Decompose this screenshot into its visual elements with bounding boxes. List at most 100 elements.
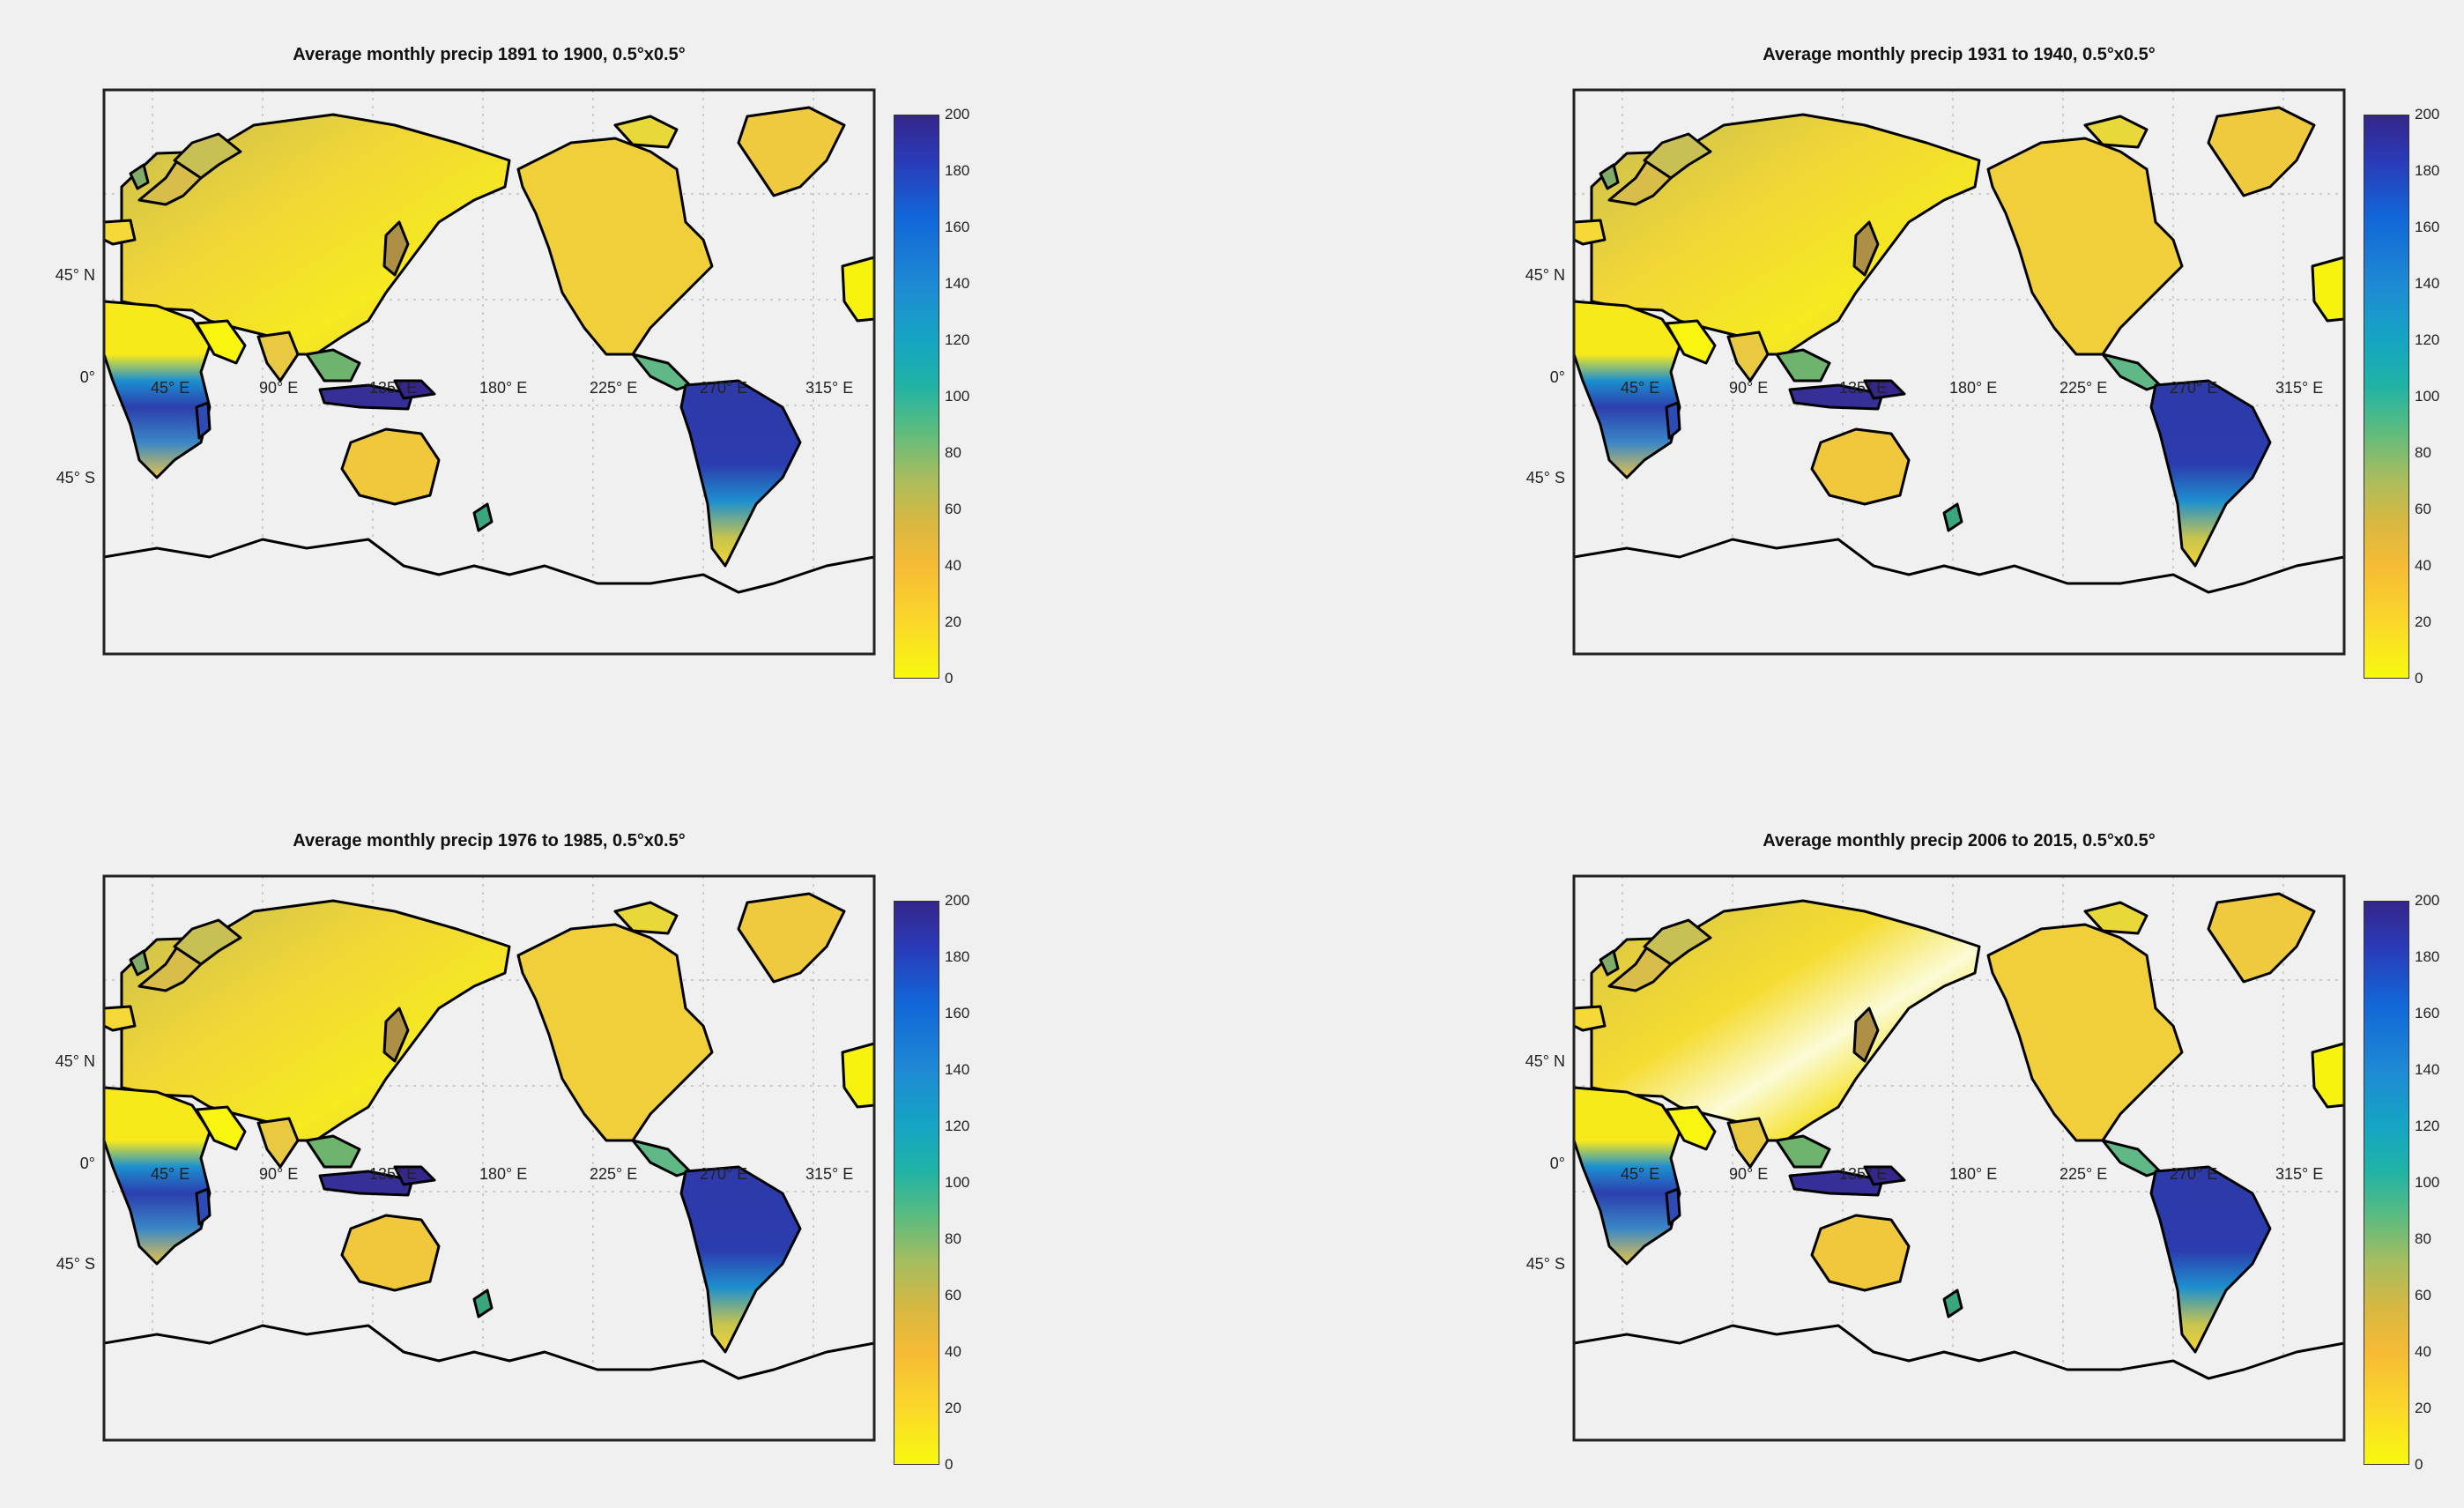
latitude-label: 45° N (55, 266, 95, 284)
landmass-centralam (631, 1139, 692, 1177)
landmass-arabia (195, 319, 247, 365)
longitude-label: 180° E (1949, 379, 1998, 397)
landmass-australia (340, 427, 441, 506)
colorbar-tick-label: 20 (945, 1400, 961, 1416)
landmass-samerica (2149, 1165, 2272, 1354)
landmass-greenland (2207, 892, 2316, 984)
longitude-label: 90° E (1729, 379, 1769, 397)
landmass-uk (1599, 163, 1620, 190)
map-frame (1572, 874, 2346, 1442)
landmass-seasia (1775, 1134, 1831, 1169)
landmass-seasia (305, 1134, 361, 1169)
landmass-samerica (679, 1165, 802, 1354)
colorbar-tick-label: 80 (945, 444, 961, 461)
colorbar-tick-label: 180 (945, 948, 970, 965)
latitude-label: 45° S (56, 469, 95, 487)
longitude-label: 225° E (2060, 1165, 2108, 1183)
longitude-label: 45° E (1621, 379, 1660, 397)
landmass-africa (1572, 300, 1681, 479)
latitude-label: 45° S (56, 1255, 95, 1273)
landmass-australia (340, 1214, 441, 1292)
landmass-madagascar (195, 1187, 212, 1226)
landmass-madagascar (1665, 1187, 1681, 1226)
latitude-label: 45° N (1525, 1052, 1565, 1070)
landmass-japan (382, 1007, 410, 1063)
landmass-antarctica (1572, 1324, 2346, 1442)
landmass-india (1726, 1117, 1770, 1169)
map-panel-1891-1900: Average monthly precip 1891 to 1900, 0.5… (0, 44, 987, 687)
landmass-arctic (2083, 901, 2149, 935)
latitude-label: 0° (1549, 368, 1565, 386)
colorbar-tick-label: 100 (945, 388, 970, 405)
colorbar: 200 180 160 140 120 100 80 60 40 20 0 (2364, 893, 2439, 1473)
colorbar-tick-label: 40 (2415, 557, 2431, 574)
longitude-label: 180° E (1949, 1165, 1998, 1183)
landmass-uk (1599, 949, 1620, 977)
colorbar-tick-label: 0 (2415, 1456, 2423, 1473)
map-panel-2006-2015: Average monthly precip 2006 to 2015, 0.5… (1470, 830, 2457, 1473)
landmass-japan (1852, 1007, 1880, 1063)
colorbar-tick-label: 200 (2415, 892, 2440, 909)
longitude-label: 135° E (1839, 1165, 1888, 1183)
landmass-nz (472, 502, 494, 532)
landmass-centralam (631, 353, 692, 391)
precip-map (1572, 88, 2346, 656)
colorbar-tick-label: 180 (2415, 948, 2440, 965)
colorbar-tick-label: 200 (2415, 106, 2440, 123)
colorbar-tick-label: 20 (2415, 613, 2431, 630)
colorbar-tick-label: 60 (2415, 1287, 2431, 1304)
colorbar-tick-label: 40 (2415, 1343, 2431, 1360)
landmass-india (1726, 331, 1770, 383)
landmass-westafricaR (841, 256, 876, 323)
colorbar-tick-label: 160 (2415, 219, 2440, 235)
landmass-india (256, 331, 300, 383)
colorbar-tick-label: 160 (945, 1005, 970, 1021)
colorbar-tick-label: 80 (945, 1230, 961, 1247)
colorbar-tick-label: 120 (2415, 1118, 2440, 1134)
colorbar: 200 180 160 140 120 100 80 60 40 20 0 (894, 893, 969, 1473)
longitude-label: 45° E (1621, 1165, 1660, 1183)
latitude-label: 45° S (1525, 1255, 1565, 1273)
map-title: Average monthly precip 1976 to 1985, 0.5… (293, 831, 686, 851)
latitude-label: 0° (79, 1155, 95, 1172)
colorbar-tick-label: 120 (945, 331, 970, 348)
landmass-namerica (516, 923, 714, 1142)
landmass-africa (102, 1086, 212, 1266)
colorbar-tick-label: 0 (945, 1456, 954, 1473)
landmass-japan (1852, 220, 1880, 277)
precip-map (102, 874, 876, 1442)
landmass-westafricaR (2311, 1042, 2346, 1109)
colorbar-tick-label: 60 (2415, 501, 2431, 517)
longitude-label: 135° E (1839, 379, 1888, 397)
landmass-eurasia (1590, 113, 1981, 356)
colorbar-tick-label: 180 (945, 162, 970, 179)
landmass-eurasia (1590, 899, 1981, 1142)
colorbar-tick-label: 60 (945, 1287, 961, 1304)
longitude-label: 135° E (369, 379, 418, 397)
landmass-greenland (2207, 106, 2316, 197)
colorbar: 200 180 160 140 120 100 80 60 40 20 0 (2364, 107, 2439, 687)
landmass-newguinea (393, 1165, 436, 1186)
colorbar-tick-label: 100 (2415, 388, 2440, 405)
landmass-namerica (516, 137, 714, 356)
colorbar-tick-label: 40 (945, 1343, 961, 1360)
map-title: Average monthly precip 1931 to 1940, 0.5… (1763, 45, 2156, 64)
landmass-indonesia (1788, 383, 1884, 411)
landmass-iberia (1572, 1005, 1607, 1032)
longitude-label: 90° E (1729, 1165, 1769, 1183)
colorbar-tick-label: 160 (945, 219, 970, 235)
precip-map (1572, 874, 2346, 1442)
landmass-nz (1942, 502, 1963, 532)
colorbar-gradient (894, 115, 939, 679)
landmass-scandinavia (1643, 132, 1712, 180)
colorbar-tick-label: 180 (2415, 162, 2440, 179)
landmass-newguinea (393, 379, 436, 400)
landmass-iberia (102, 1005, 137, 1032)
landmass-newguinea (1863, 379, 1906, 400)
landmass-arctic (2083, 115, 2149, 149)
longitude-label: 45° E (151, 379, 190, 397)
longitude-label: 45° E (151, 1165, 190, 1183)
landmass-indonesia (1788, 1170, 1884, 1197)
colorbar-tick-label: 200 (945, 892, 970, 909)
longitude-label: 180° E (479, 379, 528, 397)
